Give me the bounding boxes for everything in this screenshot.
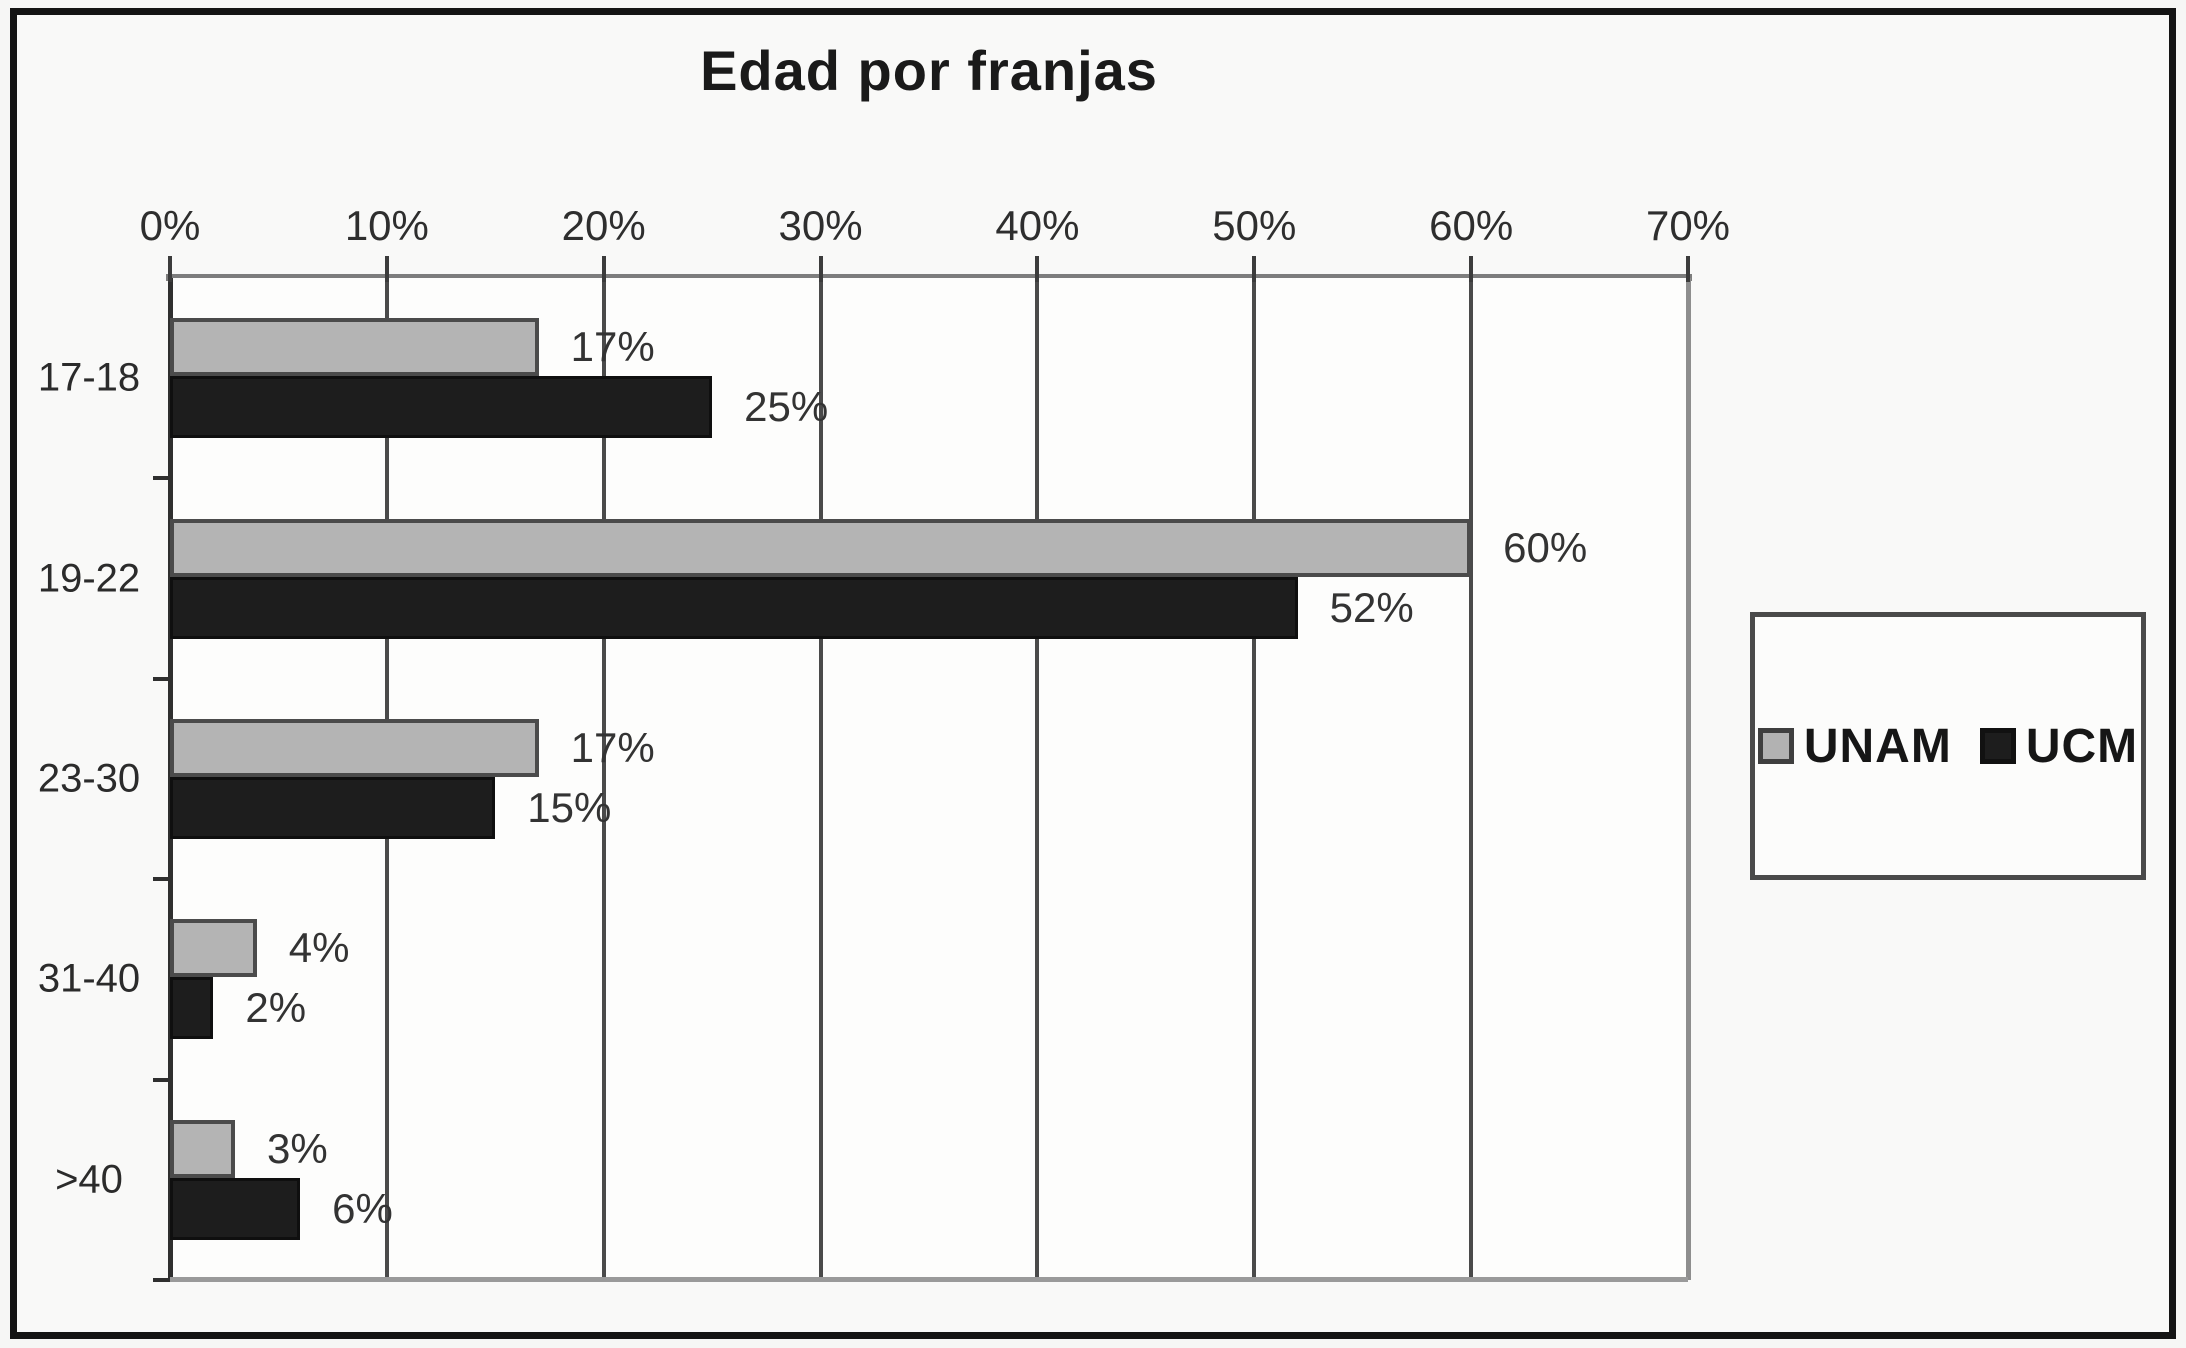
bar-value-label: 4% [288,924,350,972]
gridline [1252,278,1257,1280]
gridline [601,278,606,1280]
bar-value-label: 2% [245,984,307,1032]
plot-bottom-line [170,1277,1688,1282]
x-axis-tick-label: 10% [344,202,429,249]
bar-value-label: 17% [570,323,655,371]
x-axis-tick-label: 70% [1645,202,1731,249]
plot-area [153,278,1691,1282]
category-boundary-tick [153,476,170,481]
bar-value-label: 52% [1329,583,1414,631]
x-axis-tick-label: 20% [561,202,646,249]
bar-ucm-19-22 [170,576,1298,639]
x-axis-tick-mark [818,256,823,282]
x-axis-tick-mark [1035,256,1040,282]
bar-unam-17-18 [170,318,539,377]
bar-value-label: 6% [332,1184,393,1232]
x-axis-tick-mark [601,256,606,282]
x-axis-tick-mark [384,256,389,282]
bar-unam-23-30 [170,719,539,777]
category-label: 23-30 [37,756,141,801]
bar-ucm->40 [170,1177,301,1240]
category-label: 19-22 [37,556,141,601]
bar-ucm-17-18 [170,376,713,439]
unam-swatch-icon [1757,728,1794,764]
category-label: 17-18 [37,355,141,400]
gridline [1686,278,1691,1280]
bar-ucm-31-40 [170,977,214,1040]
bar-ucm-23-30 [170,777,496,839]
gridline [818,278,823,1280]
legend-entry-unam: UNAM [1757,719,1952,774]
gridline [1035,278,1040,1280]
x-axis-tick-label: 60% [1429,202,1514,249]
legend: UNAM UCM [1750,612,2146,880]
bar-value-label: 17% [570,724,655,771]
legend-label: UNAM [1803,719,1952,773]
bar-unam-19-22 [170,518,1472,577]
x-axis-tick-mark [1469,256,1474,282]
legend-entry-ucm: UCM [1979,719,2139,774]
x-axis-tick-mark [1252,256,1257,282]
x-axis-tick-label: 40% [995,202,1080,249]
gridline [1469,278,1474,1280]
x-axis-tick-mark [1686,256,1690,282]
category-boundary-tick [153,1278,170,1282]
category-label: 31-40 [37,956,141,1001]
x-axis-tick-label: 50% [1212,202,1297,249]
category-boundary-tick [153,877,170,882]
category-boundary-tick [153,676,170,681]
legend-label: UCM [2025,719,2139,773]
x-axis-tick-label: 30% [778,202,863,249]
bar-value-label: 25% [744,383,829,431]
bar-unam->40 [170,1119,236,1178]
category-label: >40 [55,1157,123,1202]
bar-value-label: 60% [1503,523,1588,571]
ucm-swatch-icon [1979,728,2016,764]
bar-value-label: 15% [527,784,612,831]
chart-title: Edad por franjas [700,39,1158,102]
x-axis-tick-label: 0% [139,202,201,249]
bar-value-label: 3% [267,1124,328,1172]
category-boundary-tick [153,1077,170,1082]
x-axis-tick-mark [168,256,172,282]
x-axis-line [166,274,1692,281]
bar-unam-31-40 [170,919,257,978]
